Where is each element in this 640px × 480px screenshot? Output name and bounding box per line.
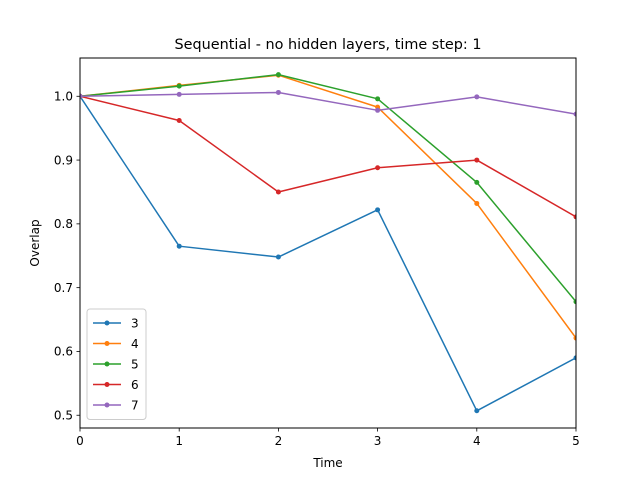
legend-swatch-marker xyxy=(104,382,110,387)
series-line-5 xyxy=(80,73,576,303)
data-point-3 xyxy=(375,207,381,213)
x-tick-label: 0 xyxy=(76,434,84,448)
plot-area xyxy=(80,58,576,428)
y-axis: 0.5 0.6 0.7 0.8 0.9 1.0 xyxy=(54,90,80,423)
y-tick-label: 0.5 xyxy=(54,409,73,423)
data-point-7 xyxy=(573,111,576,117)
series-line-3 xyxy=(80,95,576,412)
legend-label: 3 xyxy=(131,316,139,330)
data-point-3 xyxy=(573,355,576,361)
y-axis-label: Overlap xyxy=(28,219,42,266)
data-point-7 xyxy=(80,93,83,99)
data-point-3 xyxy=(275,254,281,260)
data-point-4 xyxy=(573,335,576,341)
data-point-6 xyxy=(474,157,480,163)
legend-label: 7 xyxy=(131,398,139,412)
series-layer xyxy=(80,72,576,414)
x-tick-label: 3 xyxy=(374,434,382,448)
data-point-7 xyxy=(474,94,480,100)
legend: 3 4 5 6 7 xyxy=(86,308,147,420)
series-line-6 xyxy=(80,95,576,218)
legend-swatch-marker xyxy=(104,361,110,367)
y-tick-label: 0.6 xyxy=(54,345,73,359)
chart-title: Sequential - no hidden layers, time step… xyxy=(175,37,482,53)
legend-label: 5 xyxy=(131,357,139,371)
data-point-6 xyxy=(176,118,182,124)
legend-label: 6 xyxy=(131,378,139,392)
legend-swatch-marker xyxy=(104,402,110,408)
y-tick-label: 1.0 xyxy=(54,90,73,104)
data-point-6 xyxy=(573,214,576,220)
data-point-6 xyxy=(275,189,281,195)
data-point-7 xyxy=(176,91,182,97)
x-axis: 0 1 2 3 4 5 xyxy=(76,428,580,448)
data-point-5 xyxy=(275,72,281,78)
legend-label: 4 xyxy=(131,337,139,351)
plot-frame xyxy=(79,57,577,429)
data-point-5 xyxy=(474,179,480,185)
series-line-7 xyxy=(80,91,576,115)
data-point-7 xyxy=(375,107,381,113)
x-tick-label: 5 xyxy=(572,434,580,448)
x-axis-label: Time xyxy=(312,456,342,470)
legend-swatch-marker xyxy=(104,341,110,346)
data-point-3 xyxy=(474,408,480,414)
data-point-7 xyxy=(275,89,281,95)
y-tick-label: 0.8 xyxy=(54,217,73,231)
x-tick-label: 2 xyxy=(275,434,283,448)
data-point-5 xyxy=(573,299,576,305)
data-point-5 xyxy=(176,83,182,89)
data-point-4 xyxy=(474,200,480,206)
legend-swatch-marker xyxy=(104,320,110,326)
y-tick-label: 0.7 xyxy=(54,281,73,295)
y-tick-label: 0.9 xyxy=(54,153,73,167)
data-point-6 xyxy=(375,165,381,171)
data-point-3 xyxy=(176,243,182,249)
data-point-5 xyxy=(375,96,381,102)
x-tick-label: 4 xyxy=(473,434,481,448)
x-tick-label: 1 xyxy=(175,434,183,448)
